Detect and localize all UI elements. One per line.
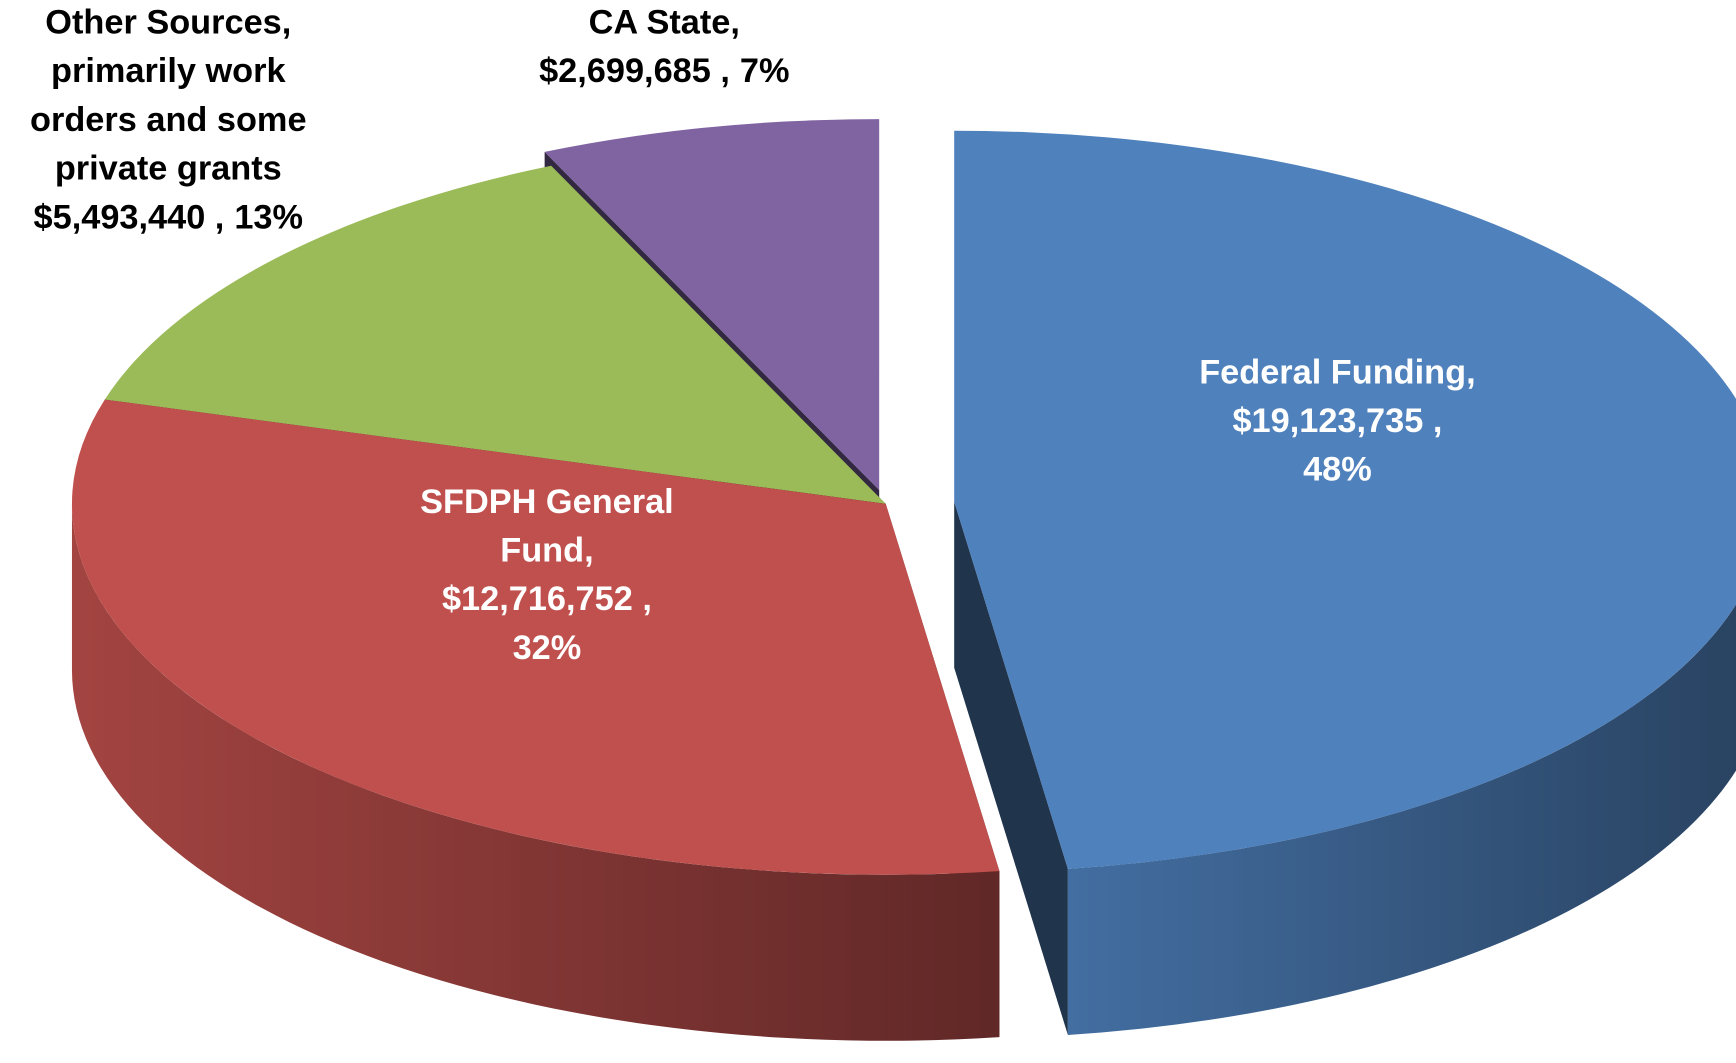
slice [954,130,1736,1035]
slice-top [954,130,1736,869]
category-line: private grants [55,150,282,188]
slice-side [1067,604,1736,1035]
value-label: $19,123,735 , [1232,402,1442,440]
category-line: SFDPH General [420,483,674,521]
category-label: Federal Funding, [1199,353,1475,391]
slice-top [71,399,1000,875]
slice-top [544,119,880,491]
category-line: Fund, [500,532,593,570]
slice-top [104,165,886,504]
value-label: $5,493,440 , [34,198,225,236]
category-line: Other Sources, [45,3,291,41]
data-label: Federal Funding, $19,123,735 , 48% [1199,353,1475,488]
slice-side [71,503,1000,1041]
data-label: Other Sources, primarily work orders and s… [30,3,307,236]
category-label: SFDPH General Fund, [420,483,674,570]
category-label: CA State, [589,3,740,41]
percent-label: 48% [1303,451,1372,489]
value-label: $12,716,752 , [442,580,652,618]
data-label: SFDPH General Fund, $12,716,752 , 32% [420,483,674,667]
percent-label: 13% [234,198,303,236]
slice [71,399,1000,1041]
value-label: $2,699,685 , [539,52,730,90]
percent-label: 32% [513,629,582,667]
percent-label: 7% [740,52,790,90]
category-line: Federal Funding, [1199,353,1475,391]
category-line: primarily work [51,52,286,90]
category-label: Other Sources, primarily work orders and s… [30,3,307,187]
data-label: CA State, $2,699,685 , 7% [539,3,789,90]
category-line: orders and some [30,101,307,139]
slice-wall [954,501,1068,1035]
category-line: CA State, [589,3,740,41]
